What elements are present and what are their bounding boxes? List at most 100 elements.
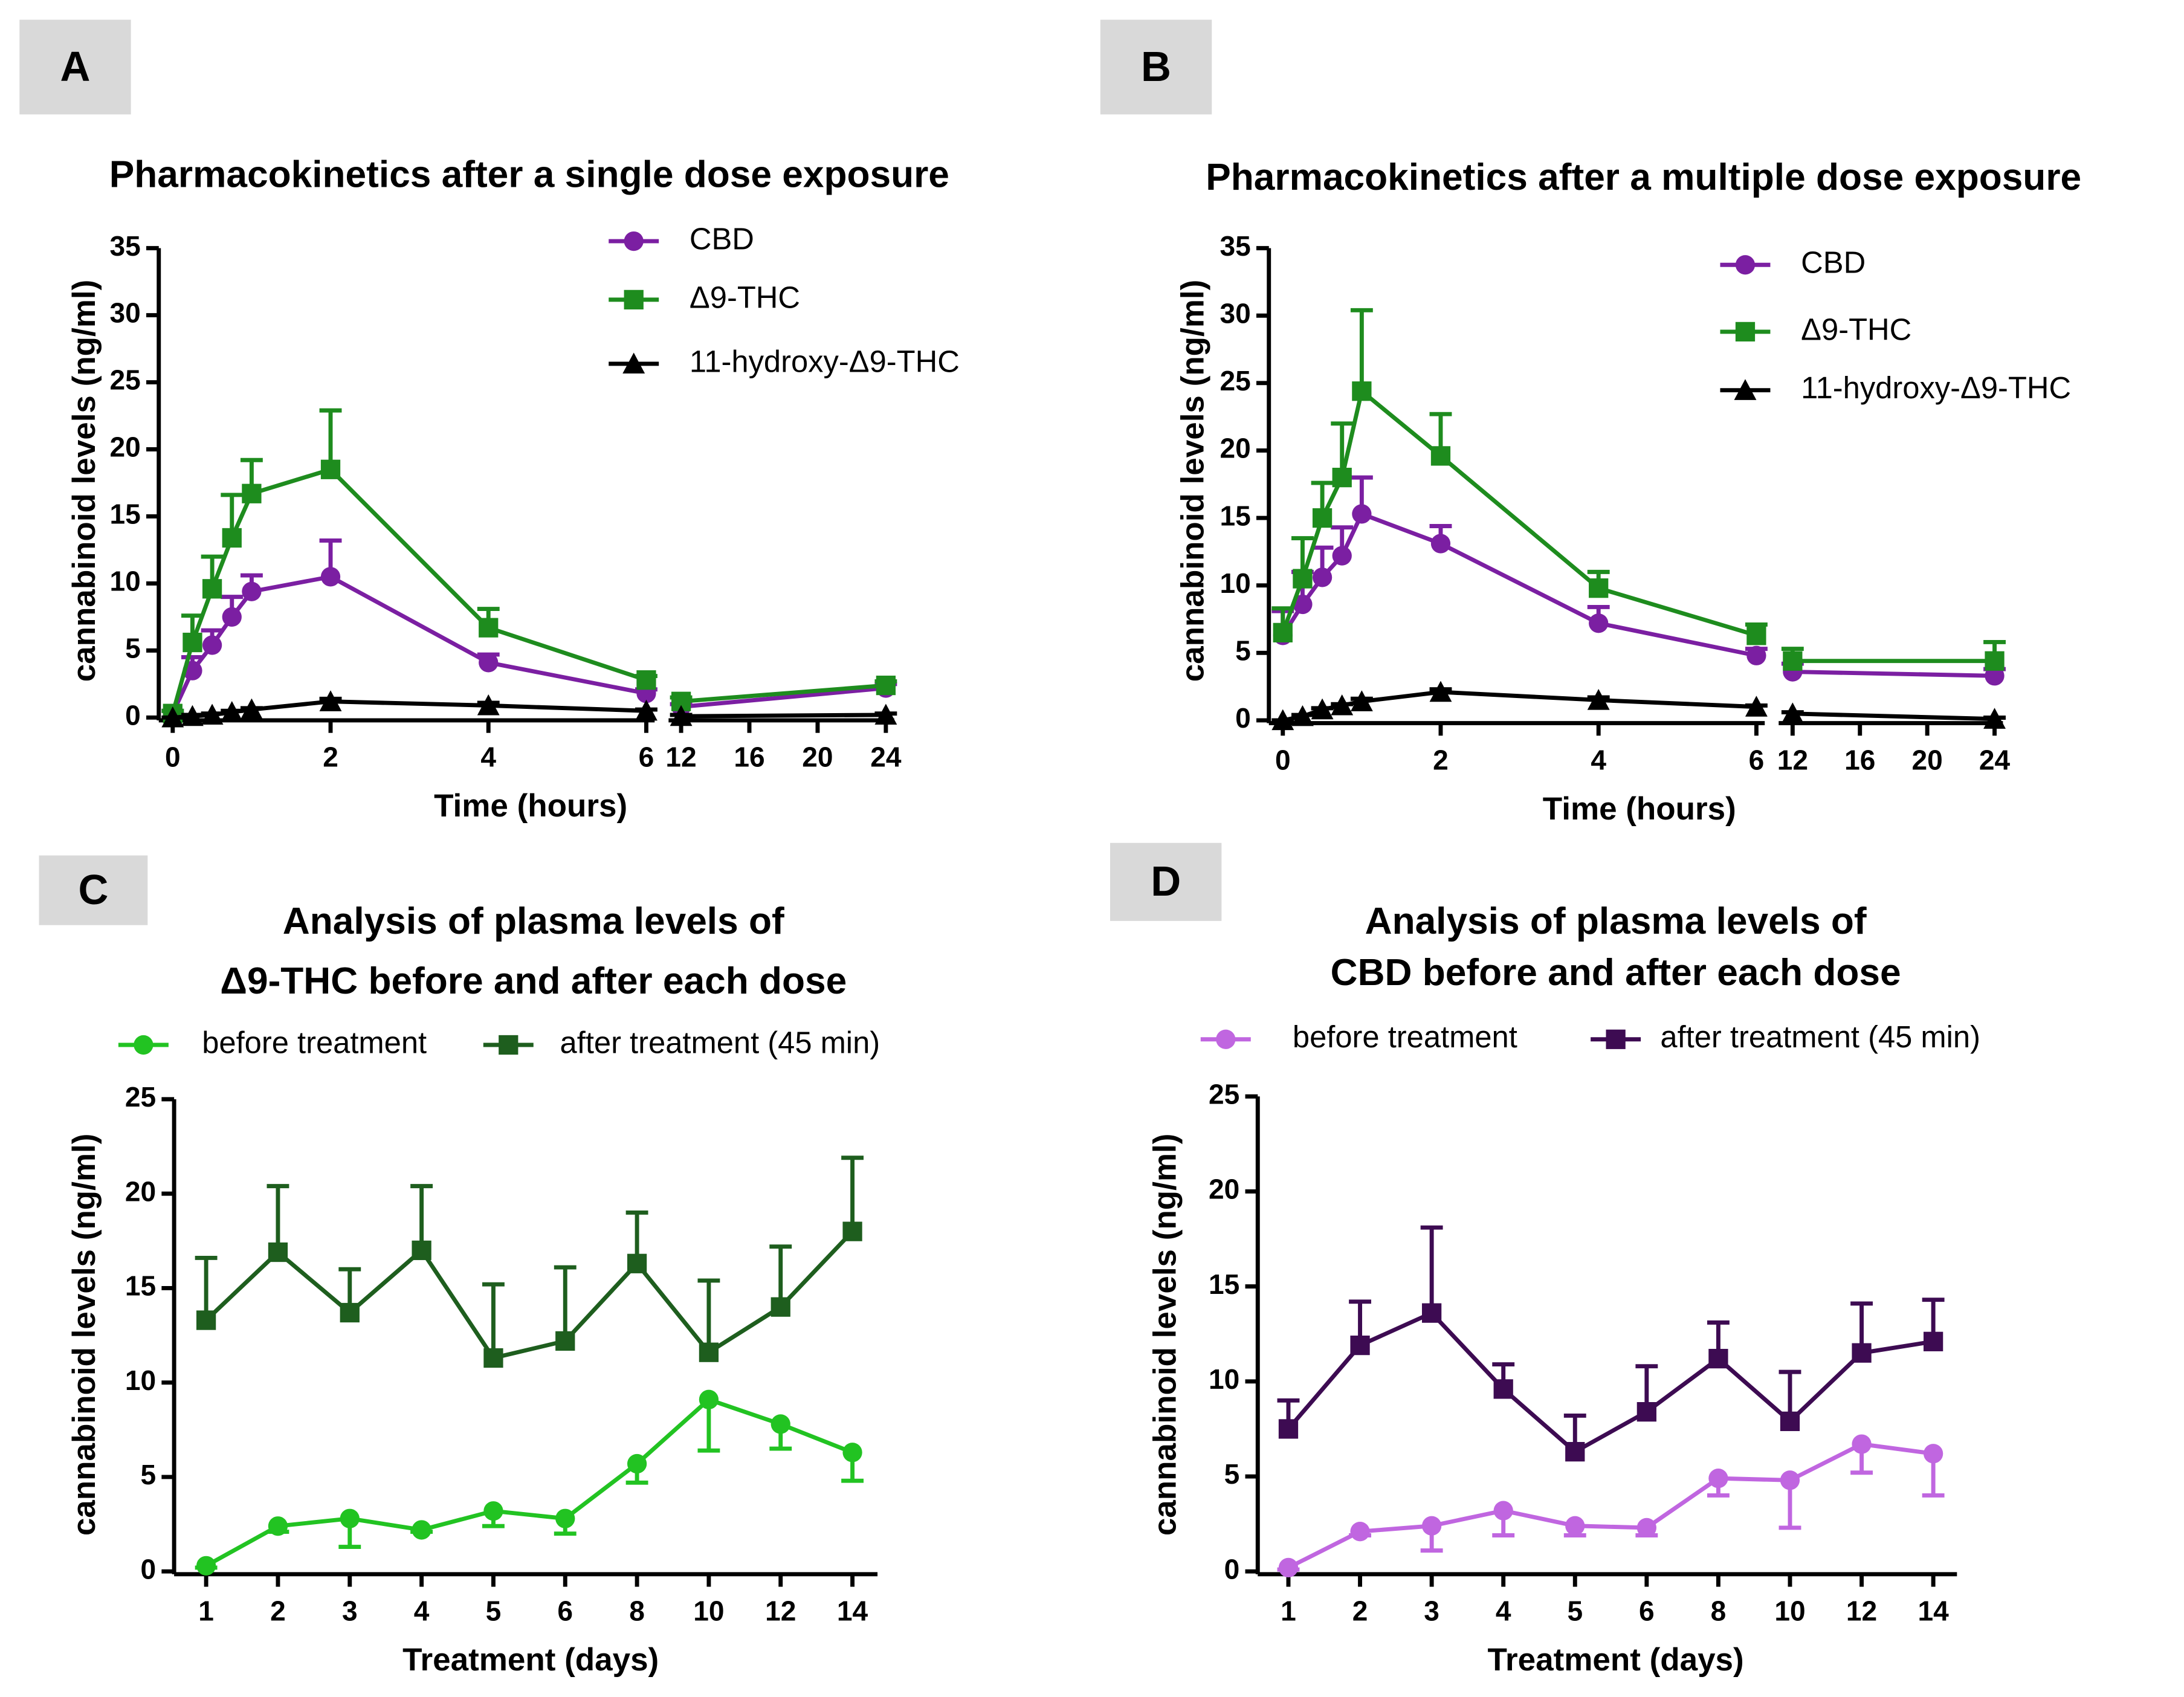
x-axis-label: Treatment (days): [1488, 1642, 1744, 1678]
y-tick-label: 15: [110, 499, 141, 530]
x-tick-label: 5: [1567, 1595, 1583, 1627]
data-point: [1746, 645, 1766, 665]
chart-title: Analysis of plasma levels of: [283, 900, 784, 942]
data-point: [699, 1342, 719, 1362]
panel-label-box: [1110, 842, 1222, 921]
y-tick-label: 30: [110, 297, 141, 329]
series-line: [680, 686, 887, 710]
x-tick-label: 4: [1496, 1595, 1511, 1627]
x-tick-label: 1: [198, 1595, 214, 1627]
error-bar: [554, 1265, 577, 1341]
y-tick-label: 25: [1209, 1078, 1239, 1110]
data-point: [1589, 613, 1609, 633]
legend-marker: [1735, 322, 1756, 342]
data-point: [161, 706, 184, 728]
series-line: [1792, 670, 1995, 678]
x-tick-label: 4: [414, 1595, 430, 1627]
data-point: [1783, 651, 1803, 671]
legend-marker: [1216, 1029, 1236, 1049]
error-bar: [319, 408, 342, 470]
legend-marker: [1734, 379, 1757, 400]
data-point: [1852, 1343, 1872, 1363]
y-tick-label: 10: [1220, 567, 1250, 599]
data-point: [483, 1348, 503, 1368]
series-line: [170, 574, 647, 715]
y-axis-label: cannabinoid levels (ng/ml): [1175, 280, 1211, 682]
data-point: [1311, 698, 1334, 720]
y-tick-label: 5: [1235, 635, 1251, 667]
y-axis-label: cannabinoid levels (ng/ml): [66, 1134, 102, 1536]
data-point: [320, 459, 341, 479]
legend-label: before treatment: [202, 1025, 427, 1059]
data-point: [1781, 702, 1804, 723]
panel-label-box: [39, 855, 148, 925]
x-tick-label: 3: [1424, 1595, 1439, 1627]
chart-title: Analysis of plasma levels of: [1365, 900, 1867, 942]
panel-label: C: [78, 866, 108, 913]
legend-marker: [499, 1035, 519, 1055]
data-point: [1291, 705, 1314, 726]
data-point: [196, 1556, 216, 1576]
error-bar: [769, 1244, 792, 1307]
data-point: [1745, 696, 1768, 717]
x-axis-label: Time (hours): [434, 788, 627, 824]
data-point: [1332, 467, 1352, 488]
x-tick-label: 6: [1639, 1595, 1655, 1627]
y-tick-label: 30: [1220, 297, 1250, 329]
data-point: [627, 1453, 647, 1474]
y-tick-label: 10: [1209, 1363, 1239, 1395]
data-point: [222, 528, 242, 548]
y-tick-label: 35: [1220, 230, 1250, 262]
error-bar: [697, 1278, 720, 1353]
x-tick-label: 24: [870, 742, 902, 773]
data-point: [1273, 622, 1293, 642]
x-axis-label: Time (hours): [1543, 791, 1736, 827]
data-point: [627, 1253, 647, 1273]
data-point: [1352, 381, 1372, 401]
data-point: [477, 694, 500, 716]
data-point: [1493, 1501, 1513, 1521]
data-point: [1293, 569, 1313, 589]
data-point: [1332, 546, 1352, 566]
data-point: [1331, 694, 1354, 716]
series-line: [1287, 1442, 1934, 1570]
data-point: [1985, 651, 2005, 671]
chart-title: Δ9-THC before and after each dose: [220, 960, 847, 1002]
data-point: [842, 1443, 862, 1463]
data-point: [183, 632, 202, 653]
data-point: [1421, 1303, 1442, 1323]
legend-label: 11-hydroxy-Δ9-THC: [1801, 370, 2071, 405]
data-point: [320, 567, 341, 587]
error-bar: [1420, 1225, 1443, 1313]
data-point: [412, 1520, 431, 1540]
x-tick-label: 24: [1979, 744, 2011, 775]
y-axis-label: cannabinoid levels (ng/ml): [66, 280, 102, 682]
y-tick-label: 0: [125, 700, 141, 731]
data-point: [842, 1221, 862, 1241]
y-tick-label: 0: [1235, 702, 1251, 734]
x-tick-label: 0: [1275, 744, 1291, 775]
x-tick-label: 3: [342, 1595, 358, 1627]
data-point: [340, 1508, 360, 1528]
data-point: [1271, 709, 1294, 731]
panel-label-box: [1100, 19, 1212, 115]
data-point: [1923, 1331, 1943, 1351]
data-point: [1708, 1348, 1728, 1369]
panel-label: D: [1151, 858, 1181, 905]
data-point: [412, 1240, 431, 1261]
data-point: [1708, 1469, 1728, 1489]
data-point: [1293, 594, 1313, 615]
data-point: [1587, 689, 1610, 710]
data-point: [221, 701, 244, 722]
data-point: [340, 1302, 360, 1323]
x-tick-label: 12: [665, 742, 696, 773]
series-line: [205, 1397, 853, 1568]
y-tick-label: 25: [1220, 365, 1250, 396]
x-tick-label: 10: [1774, 1595, 1805, 1627]
data-point: [699, 1389, 719, 1409]
x-tick-label: 1: [1281, 1595, 1296, 1627]
legend-marker: [1735, 255, 1756, 275]
data-point: [242, 581, 262, 601]
data-point: [1636, 1518, 1656, 1538]
data-point: [479, 653, 499, 673]
